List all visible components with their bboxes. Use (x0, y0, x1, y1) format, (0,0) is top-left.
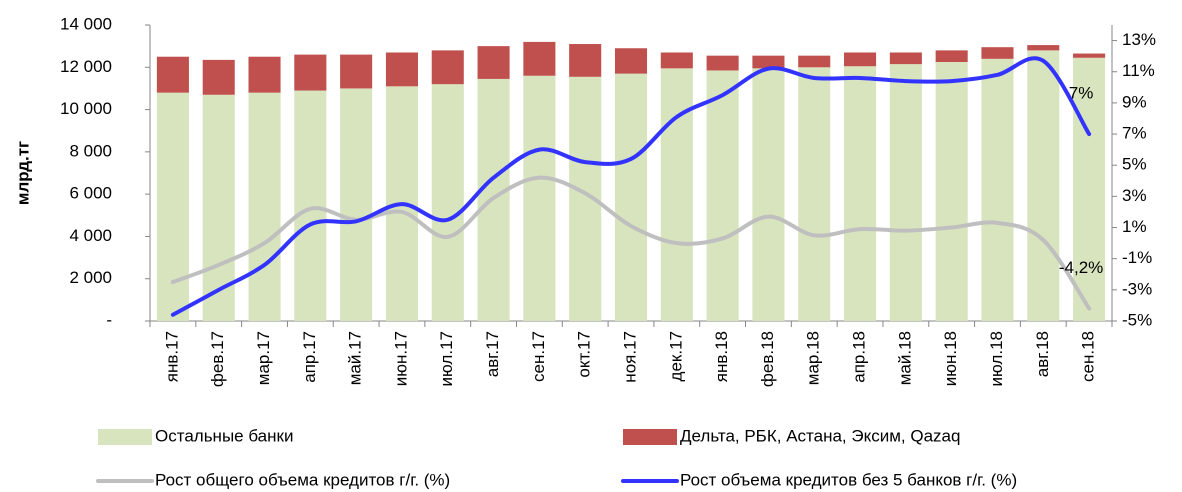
bar (889, 64, 922, 321)
x-tick-label: июл.17 (437, 331, 456, 386)
y2-tick-label: -5% (1122, 310, 1152, 329)
y2-tick-label: 5% (1122, 155, 1147, 174)
bar (706, 55, 739, 71)
bar (798, 67, 831, 322)
bar (660, 52, 693, 69)
bar (340, 54, 373, 89)
bar (431, 84, 464, 321)
legend-label: Дельта, РБК, Астана, Эксим, Qazaq (680, 426, 960, 445)
y2-tick-label: 1% (1122, 217, 1147, 236)
legend-label: Рост общего объема кредитов г/г. (%) (155, 470, 450, 489)
data-label: -4,2% (1059, 258, 1103, 277)
y2-tick-label: 3% (1122, 186, 1147, 205)
bar (431, 50, 464, 85)
bar (798, 55, 831, 68)
bar (1073, 53, 1106, 58)
bar (844, 66, 877, 321)
y2-tick-label: 9% (1122, 92, 1147, 111)
y-tick-label: 2 000 (69, 268, 112, 287)
x-tick-label: май.18 (895, 331, 914, 385)
line (170, 56, 1092, 317)
x-tick-label: янв.18 (712, 331, 731, 382)
bar (935, 62, 968, 321)
legend-swatch (623, 429, 677, 445)
bar (385, 52, 418, 87)
bar (294, 90, 327, 322)
bar (340, 88, 373, 321)
bar (523, 41, 556, 76)
bar (1027, 45, 1060, 51)
y2-tick-label: -1% (1122, 248, 1152, 267)
data-label: 7% (1069, 84, 1094, 103)
y2-tick-label: -3% (1122, 279, 1152, 298)
x-tick-label: сен.17 (529, 331, 548, 382)
x-tick-label: июн.18 (941, 331, 960, 386)
x-tick-label: авг.17 (483, 331, 502, 377)
bar (660, 68, 693, 321)
y-tick-label: 8 000 (69, 141, 112, 160)
bar (156, 92, 189, 322)
bar (523, 75, 556, 321)
y-tick-label: 6 000 (69, 184, 112, 203)
x-tick-label: май.17 (346, 331, 365, 385)
x-tick-label: авг.18 (1033, 331, 1052, 377)
x-tick-label: мар.17 (254, 331, 273, 385)
y-axis-label: млрд.тг (13, 141, 32, 205)
bar (752, 68, 785, 321)
bar (569, 44, 602, 77)
bar (156, 56, 189, 93)
legend-label: Рост объема кредитов без 5 банков г/г. (… (680, 470, 1017, 489)
bar (202, 94, 235, 322)
x-tick-label: фев.17 (208, 331, 227, 387)
y2-tick-label: 13% (1122, 30, 1156, 49)
bar (889, 52, 922, 65)
x-tick-label: дек.17 (666, 331, 685, 381)
y-tick-label: 4 000 (69, 226, 112, 245)
x-tick-label: ноя.17 (620, 331, 639, 383)
x-tick-label: мар.18 (804, 331, 823, 385)
bar (614, 73, 648, 321)
bar (981, 47, 1014, 59)
y-tick-label: 14 000 (60, 14, 112, 33)
bar (477, 46, 510, 79)
bar (202, 59, 235, 95)
bar (248, 56, 281, 93)
y-tick-label: - (106, 310, 112, 329)
x-tick-label: июн.17 (391, 331, 410, 386)
legend-label: Остальные банки (155, 426, 293, 445)
y-tick-label: 12 000 (60, 57, 112, 76)
bar (981, 58, 1014, 321)
x-tick-label: окт.17 (575, 331, 594, 378)
bar (294, 54, 327, 91)
legend-swatch (98, 429, 152, 445)
line (170, 175, 1092, 311)
bar (248, 92, 281, 322)
bar (844, 52, 877, 67)
x-tick-label: сен.18 (1079, 331, 1098, 382)
y-tick-label: 10 000 (60, 99, 112, 118)
x-tick-label: апр.18 (850, 331, 869, 383)
x-tick-label: июл.18 (987, 331, 1006, 386)
y2-tick-label: 7% (1122, 124, 1147, 143)
x-tick-label: фев.18 (758, 331, 777, 387)
x-tick-label: апр.17 (300, 331, 319, 383)
bar (614, 48, 648, 74)
bar (935, 50, 968, 62)
bar (1073, 57, 1106, 322)
bar (752, 55, 785, 69)
x-tick-label: янв.17 (162, 331, 181, 382)
bar (706, 70, 739, 321)
bar (1027, 50, 1060, 321)
y2-tick-label: 11% (1122, 61, 1155, 80)
